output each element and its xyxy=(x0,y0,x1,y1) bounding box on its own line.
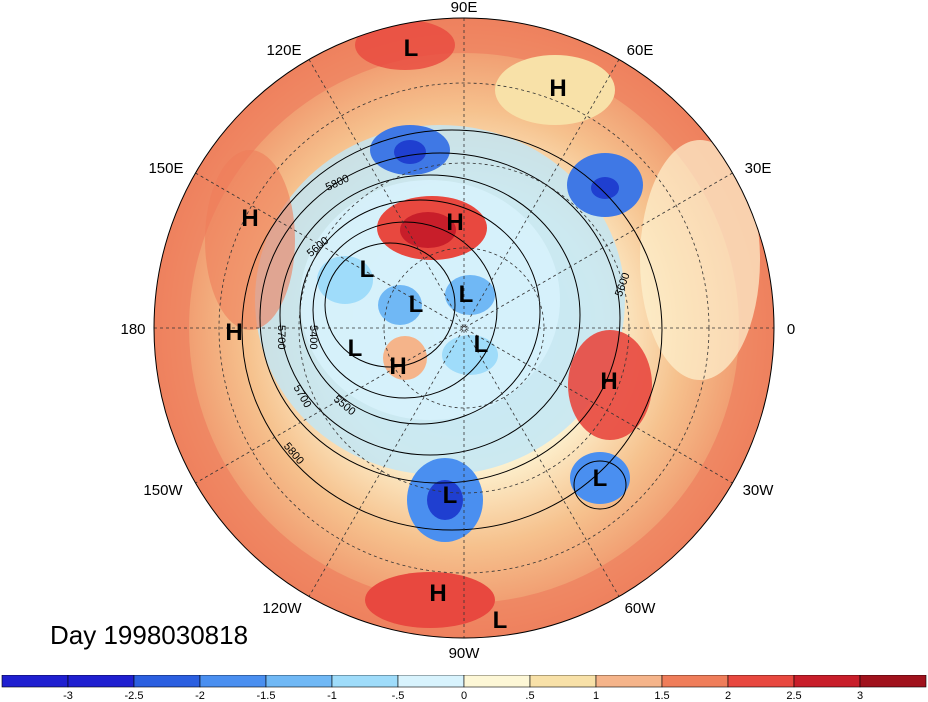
pressure-center-marker: L xyxy=(409,291,424,318)
map-boundary xyxy=(153,17,775,639)
pressure-center-marker: L xyxy=(593,465,608,492)
colorbar-tick-label: 1.5 xyxy=(654,690,669,702)
lon-label-150w: 150W xyxy=(143,482,183,499)
colorbar-box xyxy=(529,675,597,688)
pressure-center-marker: L xyxy=(493,607,508,634)
pressure-center-marker: L xyxy=(348,335,363,362)
colorbar-boxes xyxy=(1,675,927,688)
pressure-center-marker: H xyxy=(225,319,242,346)
colorbar-box xyxy=(67,675,135,688)
pressure-center-marker: H xyxy=(389,353,406,380)
pressure-center-marker: H xyxy=(549,75,566,102)
contour-label: 5400 xyxy=(307,325,319,349)
colorbar-tick-label: -3 xyxy=(63,690,73,702)
colorbar-box xyxy=(199,675,267,688)
lon-label-30e: 30E xyxy=(745,160,772,177)
pressure-center-marker: H xyxy=(446,209,463,236)
colorbar-tick-label: 3 xyxy=(857,690,863,702)
lon-label-150e: 150E xyxy=(148,160,183,177)
lon-label-60e: 60E xyxy=(627,42,654,59)
longitude-labels: 90E 60E 30E 0 30W 60W 90W 120W 150W 180 … xyxy=(120,0,795,662)
lon-label-120e: 120E xyxy=(266,42,301,59)
colorbar-box xyxy=(595,675,663,688)
colorbar-tick-label: -.5 xyxy=(392,690,405,702)
lon-label-60w: 60W xyxy=(625,600,657,617)
colorbar-ticks: -3 -2.5 -2 -1.5 -1 -.5 0 .5 1 1.5 2 2.5 3 xyxy=(63,690,863,702)
colorbar-box xyxy=(793,675,861,688)
colorbar-box xyxy=(859,675,927,688)
graticule xyxy=(154,18,774,638)
pressure-center-marker: H xyxy=(241,205,258,232)
lon-label-90e: 90E xyxy=(451,0,478,16)
colorbar: -3 -2.5 -2 -1.5 -1 -.5 0 .5 1 1.5 2 2.5 3 xyxy=(1,675,927,702)
colorbar-box xyxy=(1,675,69,688)
colorbar-box xyxy=(133,675,201,688)
colorbar-box xyxy=(463,675,531,688)
pressure-center-marker: H xyxy=(600,368,617,395)
pressure-center-marker: L xyxy=(474,331,489,358)
colorbar-box xyxy=(727,675,795,688)
pressure-center-marker: H xyxy=(429,580,446,607)
colorbar-box xyxy=(397,675,465,688)
colorbar-box xyxy=(331,675,399,688)
colorbar-tick-label: 2.5 xyxy=(786,690,801,702)
pressure-center-marker: L xyxy=(459,281,474,308)
colorbar-tick-label: 0 xyxy=(461,690,467,702)
colorbar-tick-label: -1.5 xyxy=(257,690,276,702)
colorbar-tick-label: -1 xyxy=(327,690,337,702)
lon-label-30w: 30W xyxy=(743,482,775,499)
lon-label-90w: 90W xyxy=(449,645,481,662)
pressure-centers: L H H H H L L L L H L H L L H L xyxy=(225,35,617,634)
day-label: Day 1998030818 xyxy=(50,620,249,650)
colorbar-tick-label: 2 xyxy=(725,690,731,702)
colorbar-tick-label: -2 xyxy=(195,690,205,702)
lon-label-0: 0 xyxy=(787,321,795,338)
anomaly-field xyxy=(154,18,774,638)
colorbar-tick-label: -2.5 xyxy=(125,690,144,702)
pressure-center-marker: L xyxy=(443,482,458,509)
colorbar-box xyxy=(265,675,333,688)
lon-label-180: 180 xyxy=(120,321,145,338)
pressure-center-marker: L xyxy=(404,35,419,62)
colorbar-tick-label: 1 xyxy=(593,690,599,702)
colorbar-box xyxy=(661,675,729,688)
pressure-center-marker: L xyxy=(360,256,375,283)
lon-label-120w: 120W xyxy=(262,600,302,617)
contour-label: 5700 xyxy=(275,325,287,349)
colorbar-tick-label: .5 xyxy=(525,690,534,702)
